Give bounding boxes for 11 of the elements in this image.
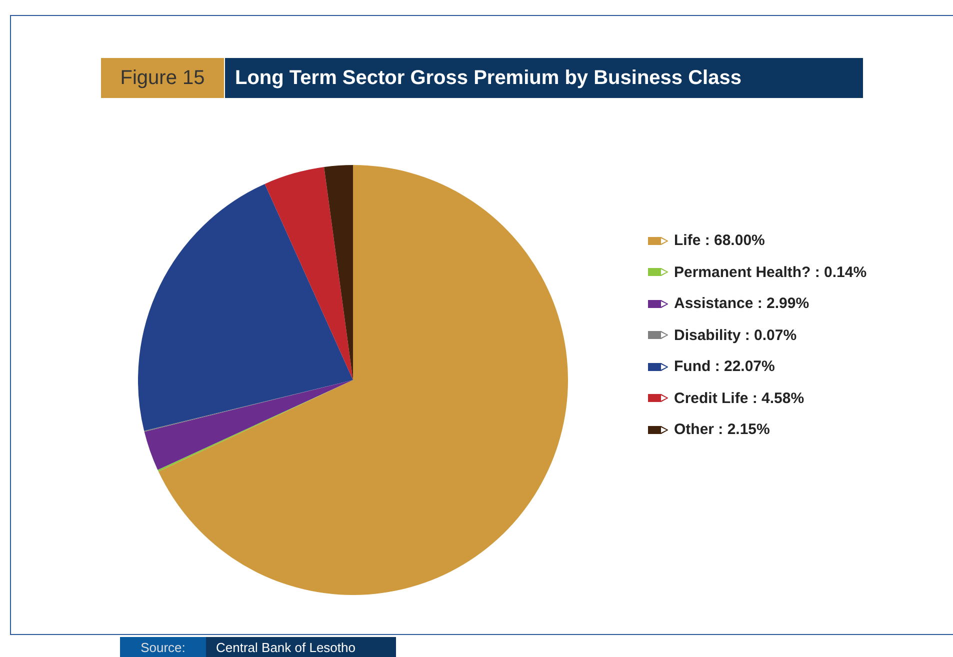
legend-label: Disability : 0.07% <box>674 326 797 344</box>
legend-label: Credit Life : 4.58% <box>674 390 804 407</box>
legend-label: Assistance : 2.99% <box>674 295 810 312</box>
text: Central Bank of Lesotho <box>206 637 396 657</box>
caption: Figure 15 <box>101 58 224 98</box>
legend-label: Life : 68.00% <box>674 232 765 250</box>
legend-label: Other : 2.15% <box>674 421 770 438</box>
legend-label: Fund : 22.07% <box>674 358 775 376</box>
chart-title: Long Term Sector Gross Premium by Business Class <box>225 58 863 98</box>
source-note: Source: <box>120 637 206 657</box>
legend-label: Permanent Health? : 0.14% <box>674 264 867 281</box>
